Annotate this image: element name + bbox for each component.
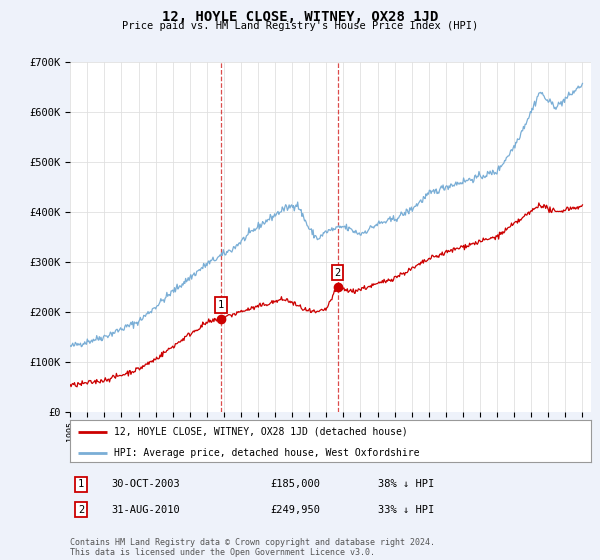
Text: £185,000: £185,000 <box>270 479 320 489</box>
Text: 31-AUG-2010: 31-AUG-2010 <box>111 505 180 515</box>
Text: 1: 1 <box>78 479 84 489</box>
Text: £249,950: £249,950 <box>270 505 320 515</box>
Text: HPI: Average price, detached house, West Oxfordshire: HPI: Average price, detached house, West… <box>115 448 420 458</box>
Text: 1: 1 <box>218 300 224 310</box>
Text: Price paid vs. HM Land Registry's House Price Index (HPI): Price paid vs. HM Land Registry's House … <box>122 21 478 31</box>
Text: Contains HM Land Registry data © Crown copyright and database right 2024.
This d: Contains HM Land Registry data © Crown c… <box>70 538 435 557</box>
Text: 38% ↓ HPI: 38% ↓ HPI <box>378 479 434 489</box>
Text: 30-OCT-2003: 30-OCT-2003 <box>111 479 180 489</box>
Text: 12, HOYLE CLOSE, WITNEY, OX28 1JD (detached house): 12, HOYLE CLOSE, WITNEY, OX28 1JD (detac… <box>115 427 408 437</box>
Text: 12, HOYLE CLOSE, WITNEY, OX28 1JD: 12, HOYLE CLOSE, WITNEY, OX28 1JD <box>162 10 438 24</box>
Text: 33% ↓ HPI: 33% ↓ HPI <box>378 505 434 515</box>
Text: 2: 2 <box>78 505 84 515</box>
Text: 2: 2 <box>334 268 341 278</box>
